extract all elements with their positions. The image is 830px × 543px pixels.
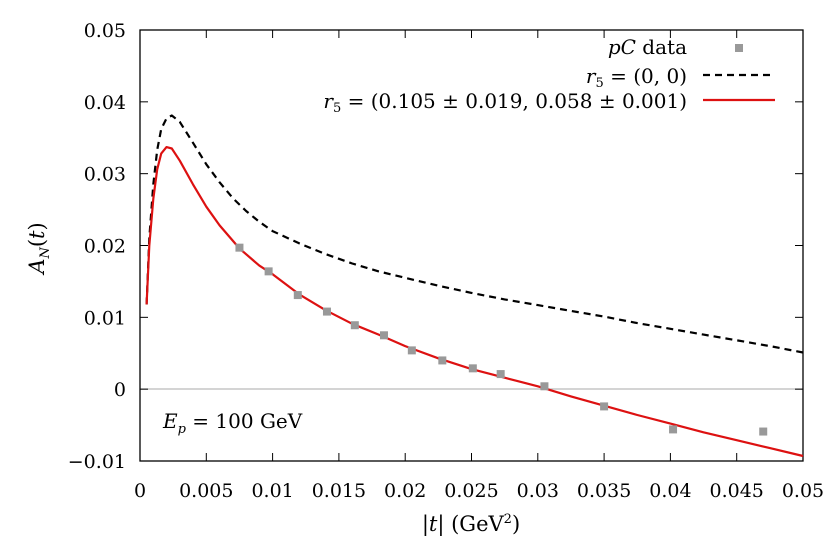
y-tick-label: −0.01 — [68, 451, 126, 473]
y-tick-label: 0.04 — [84, 92, 126, 114]
y-tick-label: 0.03 — [84, 164, 126, 186]
x-tick-label: 0.02 — [384, 480, 426, 502]
y-tick-label: 0.05 — [84, 20, 126, 42]
data-point — [322, 307, 331, 316]
data-point — [496, 370, 505, 379]
x-tick-label: 0 — [134, 480, 146, 502]
data-point — [540, 382, 549, 391]
legend-label-data: pC data — [608, 35, 687, 59]
legend-label-dashed: r5 = (0, 0) — [586, 64, 687, 91]
data-point — [669, 425, 678, 434]
data-point — [407, 346, 416, 355]
series-line-r5-zero — [145, 114, 804, 354]
y-tick-label: 0.02 — [84, 236, 126, 258]
x-tick-label: 0.05 — [782, 480, 824, 502]
legend: pC data r5 = (0, 0) r5 = (0.105 ± 0.019,… — [323, 35, 775, 116]
y-tick-label: 0.01 — [84, 307, 126, 329]
legend-marker-data — [735, 44, 743, 52]
x-tick-label: 0.04 — [649, 480, 691, 502]
y-axis-label: AN(t) — [25, 222, 53, 275]
series-lines — [145, 114, 804, 458]
data-points — [235, 243, 768, 436]
x-tick-label: 0.01 — [251, 480, 293, 502]
data-point — [379, 331, 388, 340]
x-axis-label: |t| (GeV2) — [422, 512, 520, 537]
y-axis-ticks: −0.01 0 0.01 0.02 0.03 0.04 0.05 — [68, 20, 803, 473]
data-point — [438, 356, 447, 365]
x-tick-label: 0.025 — [444, 480, 498, 502]
x-tick-label: 0.005 — [179, 480, 233, 502]
energy-annotation: Ep = 100 GeV — [162, 409, 303, 437]
x-tick-label: 0.03 — [517, 480, 559, 502]
data-point — [759, 427, 768, 436]
data-point — [235, 243, 244, 252]
data-point — [293, 291, 302, 300]
data-point — [600, 402, 609, 411]
legend-label-solid: r5 = (0.105 ± 0.019, 0.058 ± 0.001) — [323, 89, 687, 116]
data-point — [468, 364, 477, 373]
data-point — [264, 267, 273, 276]
x-tick-label: 0.015 — [312, 480, 366, 502]
data-point — [350, 321, 359, 330]
x-tick-label: 0.035 — [577, 480, 631, 502]
y-tick-label: 0 — [114, 379, 126, 401]
x-axis-ticks: 0 0.005 0.01 0.015 0.02 0.025 0.03 0.035 0.04 0.0… — [134, 30, 824, 502]
x-tick-label: 0.045 — [709, 480, 763, 502]
